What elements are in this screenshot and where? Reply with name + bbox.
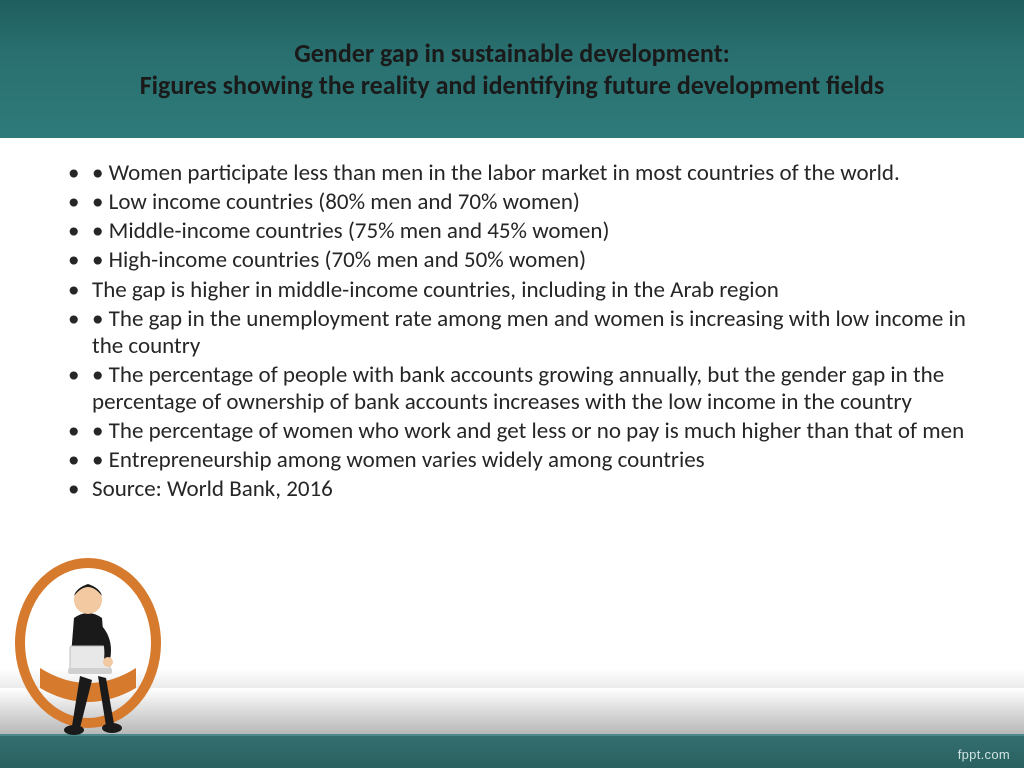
watermark: fppt.com xyxy=(958,747,1010,762)
list-item: • Middle-income countries (75% men and 4… xyxy=(58,218,984,245)
title-line-1: Gender gap in sustainable development: xyxy=(294,37,730,70)
list-item: • Women participate less than men in the… xyxy=(58,160,984,187)
list-item: • Low income countries (80% men and 70% … xyxy=(58,189,984,216)
list-item: • The gap in the unemployment rate among… xyxy=(58,306,984,360)
list-item: • The percentage of women who work and g… xyxy=(58,418,984,445)
list-item: • High-income countries (70% men and 50%… xyxy=(58,247,984,274)
slide-body: • Women participate less than men in the… xyxy=(58,160,984,506)
list-item: • The percentage of people with bank acc… xyxy=(58,362,984,416)
slide-header: Gender gap in sustainable development: F… xyxy=(0,0,1024,138)
gray-band xyxy=(0,688,1024,734)
list-item: The gap is higher in middle-income count… xyxy=(58,277,984,304)
list-item: Source: World Bank, 2016 xyxy=(58,476,984,503)
title-line-2: Figures showing the reality and identify… xyxy=(140,69,885,102)
slide: Gender gap in sustainable development: F… xyxy=(0,0,1024,768)
list-item: • Entrepreneurship among women varies wi… xyxy=(58,447,984,474)
footer-band xyxy=(0,734,1024,768)
bullet-list: • Women participate less than men in the… xyxy=(58,160,984,504)
